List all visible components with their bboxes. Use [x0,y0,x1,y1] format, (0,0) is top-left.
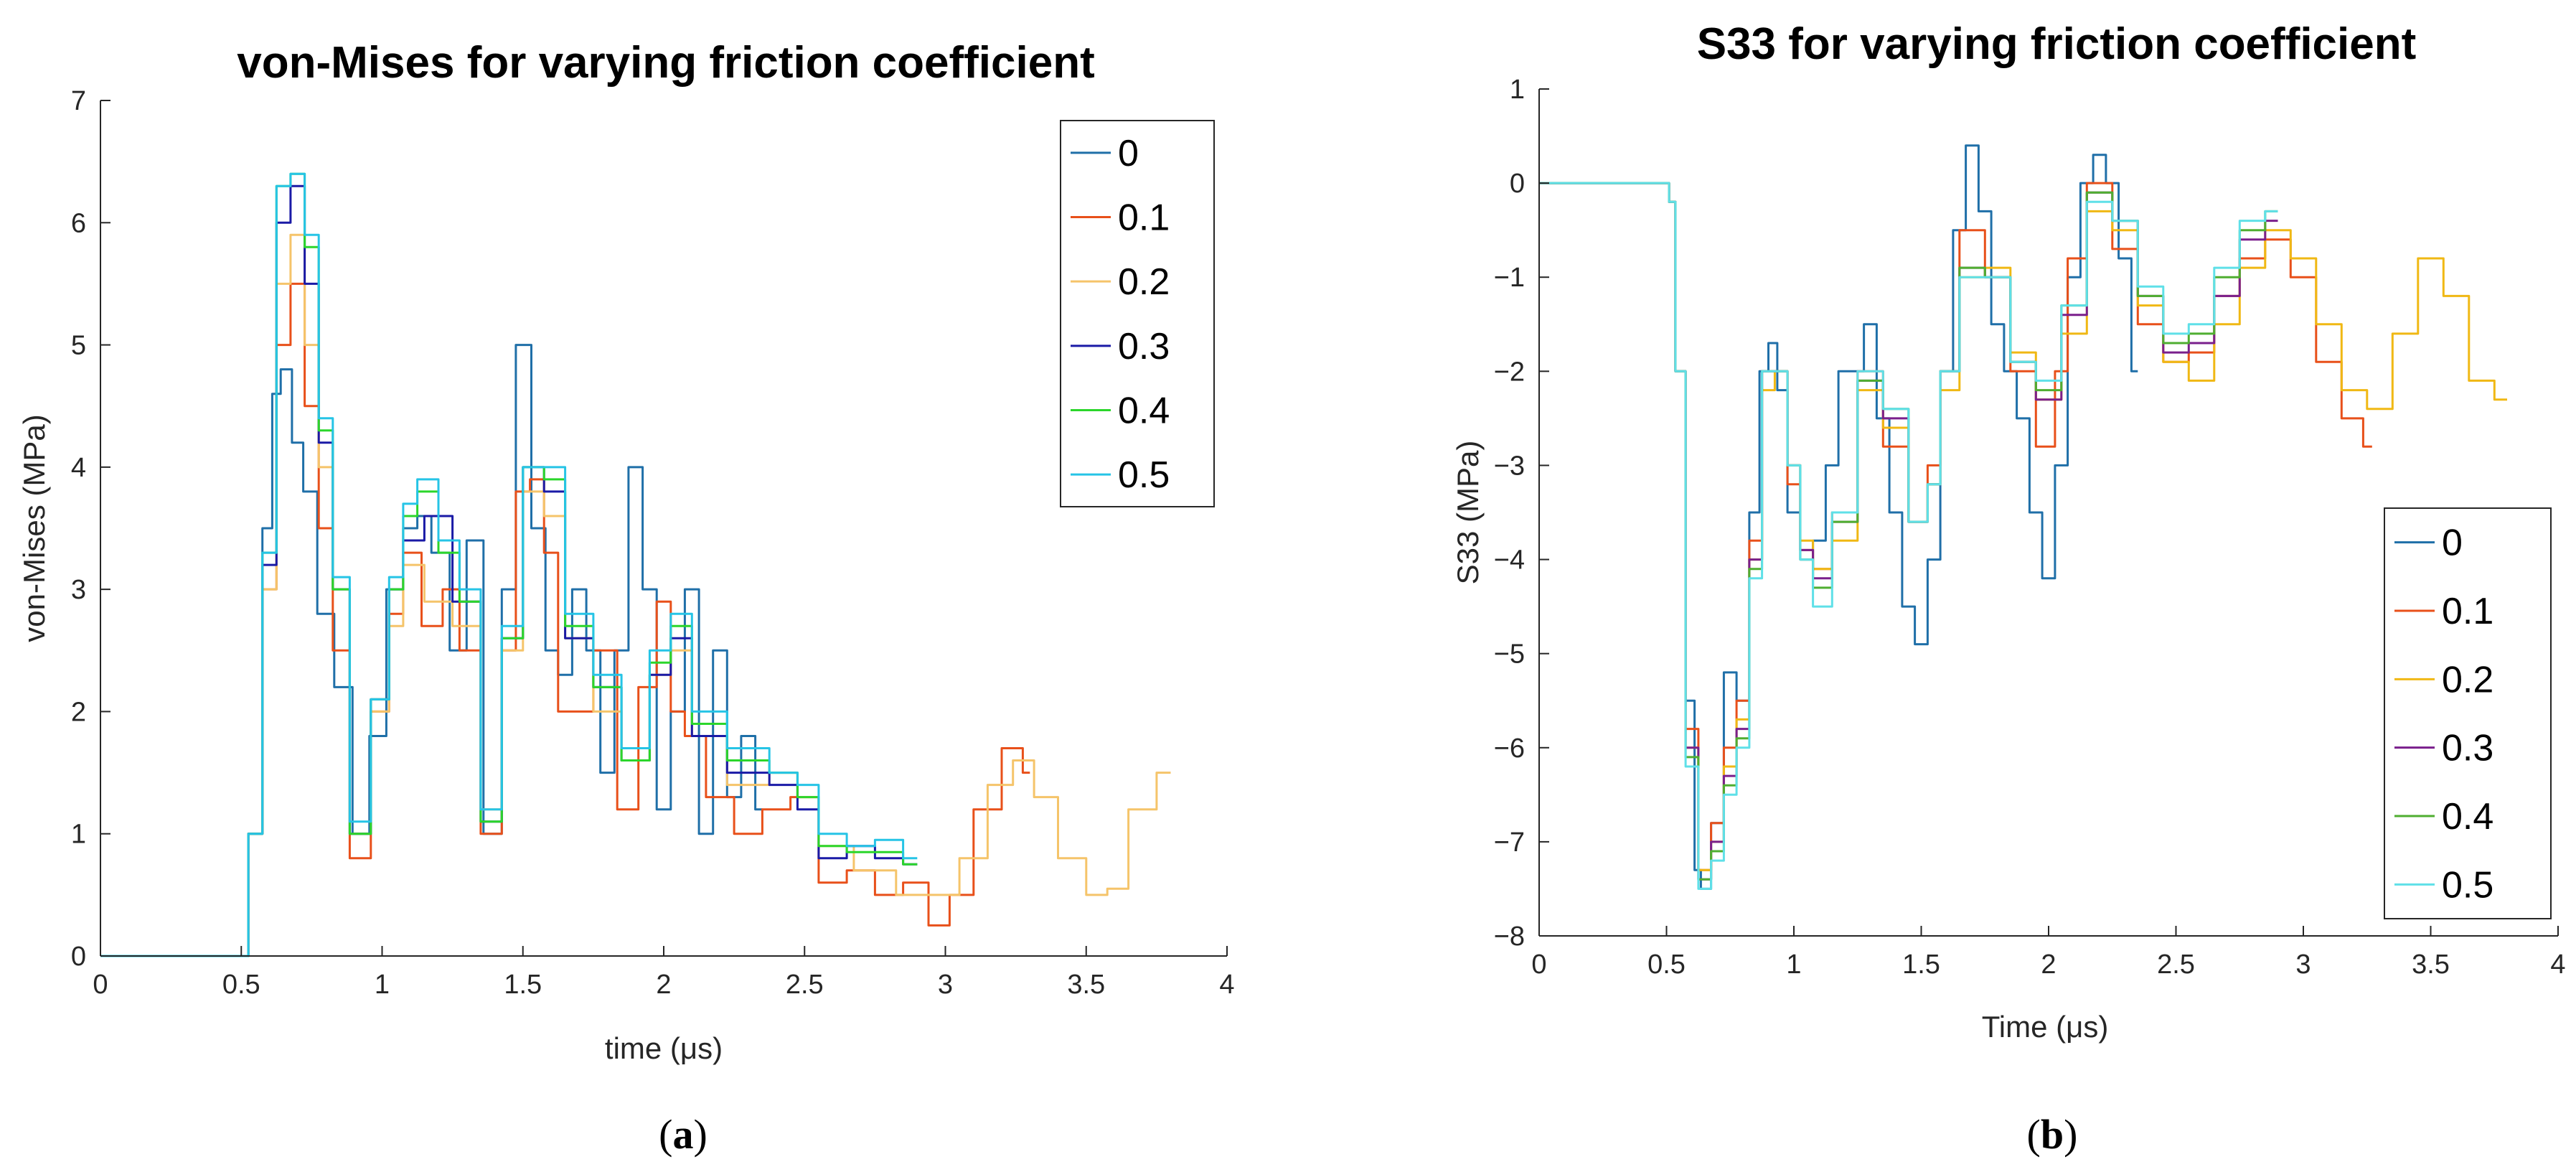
chart-b-y-tick-label: −3 [1494,451,1525,481]
chart-b-y-tick-label: −4 [1494,545,1525,576]
panel-label-a-letter: a [673,1111,694,1158]
chart-b-legend-label: 0.4 [2442,796,2493,838]
chart-b-y-tick-label: −6 [1494,734,1525,764]
chart-a-series-line-0-2 [100,233,1171,957]
chart-b-title: S33 for varying friction coefficient [1697,19,2417,69]
chart-b-series-group [1539,144,2507,890]
chart-a-legend-items: 0 0.1 0.2 0.3 0.4 0.5 [1071,133,1170,496]
chart-a-plot: 0 0.5 1 1.5 2 2.5 3 3.5 4 0 1 2 3 4 5 6 7 [71,86,1235,1000]
chart-b-y-tick-label: −5 [1494,639,1525,670]
chart-b-x-axis-label: Time (μs) [1982,1010,2109,1044]
chart-b-legend-items: 0 0.1 0.2 0.3 0.4 0.5 [2394,522,2493,906]
chart-a-legend-label: 0.1 [1118,197,1170,239]
chart-b-legend-label: 0 [2442,522,2463,564]
chart-b-y-ticks: −8 −7 −6 −5 −4 −3 −2 −1 0 1 [1494,75,1549,952]
chart-a-series-line-0-5 [100,172,918,957]
panel-label-b: (b) [2027,1111,2078,1158]
chart-a-x-ticks: 0 0.5 1 1.5 2 2.5 3 3.5 4 [93,946,1235,1000]
chart-b-y-tick-label: −7 [1494,828,1525,858]
chart-a: von-Mises for varying friction coefficie… [17,38,1235,1158]
chart-b: S33 for varying friction coefficient 0 0.… [1451,19,2566,1158]
chart-a-x-tick-label: 2 [656,970,671,1000]
chart-b-y-tick-label: −2 [1494,357,1525,387]
chart-b-x-tick-label: 0 [1531,950,1546,980]
panel-label-a-text: (a) [659,1111,708,1158]
chart-b-x-tick-label: 0.5 [1647,950,1686,980]
chart-b-y-tick-label: −8 [1494,922,1525,952]
chart-b-x-ticks: 0 0.5 1 1.5 2 2.5 3 3.5 4 [1531,926,2566,980]
panel-label-a-open: ( [659,1111,672,1158]
chart-b-y-tick-label: 0 [1510,169,1525,199]
chart-a-series-group [100,172,1171,957]
panel-label-a: (a) [659,1111,708,1158]
chart-b-x-tick-label: 2.5 [2157,950,2195,980]
panel-label-a-close: ) [694,1111,708,1158]
chart-b-legend: 0 0.1 0.2 0.3 0.4 0.5 [2384,507,2552,919]
chart-b-series-line-0-5 [1539,182,2278,890]
panel-label-b-open: ( [2027,1111,2041,1158]
chart-a-legend-box [1060,120,1215,507]
chart-a-x-axis-label: time (μs) [605,1031,723,1065]
chart-a-y-tick-label: 7 [71,86,86,116]
chart-b-legend-label: 0.5 [2442,864,2493,906]
chart-a-legend-label: 0.5 [1118,454,1170,496]
chart-a-x-tick-label: 4 [1219,970,1234,1000]
chart-a-x-tick-label: 0 [93,970,108,1000]
chart-a-legend-label: 0.2 [1118,261,1170,303]
chart-b-x-tick-label: 1.5 [1902,950,1940,980]
chart-a-legend-label: 0.3 [1118,326,1170,367]
chart-a-y-tick-label: 5 [71,331,86,361]
chart-b-x-tick-label: 3 [2295,950,2311,980]
chart-a-y-tick-label: 4 [71,453,86,483]
chart-a-x-tick-label: 1.5 [504,970,542,1000]
panel-label-b-close: ) [2064,1111,2077,1158]
chart-a-x-tick-label: 2.5 [786,970,824,1000]
chart-a-y-axis-label: von-Mises (MPa) [17,414,51,642]
chart-b-legend-label: 0.3 [2442,728,2493,769]
chart-a-y-tick-label: 1 [71,820,86,850]
chart-b-legend-label: 0.1 [2442,591,2493,632]
chart-a-x-tick-label: 3 [938,970,953,1000]
chart-a-legend: 0 0.1 0.2 0.3 0.4 0.5 [1060,120,1215,507]
chart-a-y-ticks: 0 1 2 3 4 5 6 7 [71,86,111,972]
chart-b-y-axis-label: S33 (MPa) [1451,441,1485,585]
chart-a-x-tick-label: 0.5 [222,970,260,1000]
chart-a-x-tick-label: 1 [375,970,390,1000]
chart-a-x-tick-label: 3.5 [1067,970,1105,1000]
chart-b-legend-box [2384,507,2552,919]
chart-a-title: von-Mises for varying friction coefficie… [237,38,1094,88]
panel-label-b-text: (b) [2027,1111,2078,1158]
chart-b-legend-label: 0.2 [2442,659,2493,700]
chart-b-y-tick-label: −1 [1494,263,1525,293]
chart-a-legend-label: 0 [1118,133,1139,174]
chart-b-x-tick-label: 4 [2550,950,2565,980]
panel-label-b-letter: b [2041,1111,2064,1158]
chart-b-x-tick-label: 3.5 [2412,950,2450,980]
chart-b-y-tick-label: 1 [1510,75,1525,105]
chart-b-x-tick-label: 2 [2041,950,2056,980]
chart-a-y-tick-label: 6 [71,208,86,238]
chart-b-x-tick-label: 1 [1786,950,1801,980]
chart-a-y-tick-label: 2 [71,697,86,727]
chart-a-y-tick-label: 0 [71,942,86,972]
chart-a-y-tick-label: 3 [71,575,86,605]
chart-a-plot-area [100,100,1227,956]
chart-a-legend-label: 0.4 [1118,390,1170,432]
